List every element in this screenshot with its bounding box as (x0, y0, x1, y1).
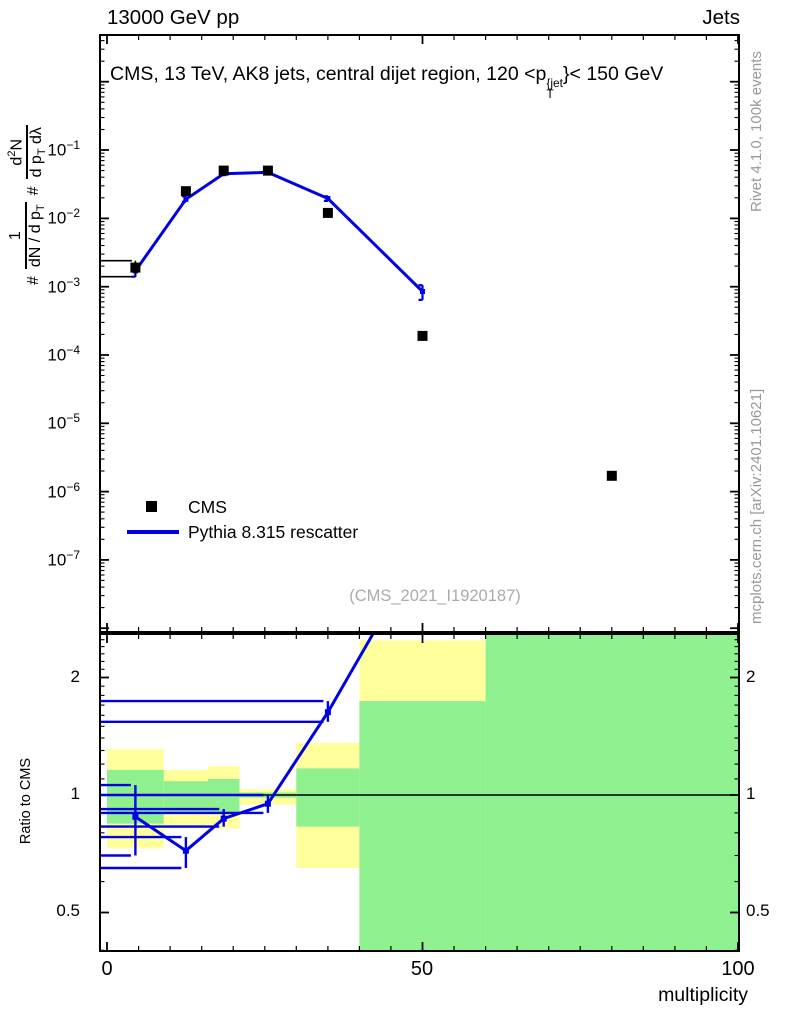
main-y-tick-label: 10−1 (47, 138, 80, 160)
analysis-type-label: Jets (702, 6, 740, 29)
plot-title-supsub: {jet T (546, 76, 563, 101)
x-tick-label: 100 (721, 958, 755, 980)
legend-entry-pythia: Pythia 8.315 rescatter (0, 522, 420, 544)
ratio-y-tick-label-left: 0.5 (56, 901, 80, 920)
main-y-tick-label: 10−2 (47, 206, 80, 228)
x-axis-label: multiplicity (658, 984, 748, 1006)
ratio-y-tick-label-right: 2 (746, 667, 756, 686)
ratio-panel-frame (99, 633, 740, 952)
plot-title-sup: {jet (546, 76, 563, 90)
ratio-y-tick-label-right: 0.5 (746, 901, 770, 920)
main-panel-frame (99, 34, 740, 633)
ylabel-hash-1: # (25, 276, 42, 285)
ylabel-fraction-2: d2N d pT dλ (5, 125, 49, 180)
plot-title-tail: }< 150 GeV (563, 63, 664, 85)
ratio-plot-canvas (99, 633, 740, 952)
ylabel-fraction-1: 1 dN / d pT (6, 202, 48, 270)
legend-entry-cms: CMS (0, 497, 420, 519)
main-y-tick-label: 10−7 (47, 548, 80, 570)
beam-energy-label: 13000 GeV pp (107, 6, 240, 29)
ratio-y-axis-label: Ratio to CMS (18, 757, 34, 845)
legend-label-cms: CMS (188, 497, 227, 517)
analysis-id-watermark: (CMS_2021_I1920187) (349, 587, 521, 605)
main-y-tick-label: 10−6 (47, 480, 80, 502)
main-y-tick-label: 10−5 (47, 411, 80, 433)
pythia-line-marker-icon (127, 530, 179, 534)
cms-square-marker-icon (146, 501, 157, 512)
ratio-y-tick-label-right: 1 (746, 784, 756, 803)
main-y-tick-label: 10−4 (47, 343, 80, 365)
ylabel-hash-2: # (25, 186, 42, 196)
plot-title-sub: T (546, 87, 554, 101)
ratio-y-tick-label-left: 2 (70, 667, 80, 686)
x-tick-label: 0 (101, 958, 113, 980)
legend-label-pythia: Pythia 8.315 rescatter (188, 522, 359, 542)
mcplots-arxiv-note: mcplots.cern.ch [arXiv:2401.10621] (748, 388, 765, 624)
rivet-version-note: Rivet 4.1.0, 100k events (748, 51, 765, 212)
main-y-tick-label: 10−3 (47, 275, 80, 297)
x-tick-label: 50 (410, 958, 434, 980)
ratio-y-tick-label-left: 1 (70, 784, 80, 803)
main-y-axis-label: # 1 dN / d pT # d2N d pT dλ (2, 29, 52, 287)
plot-title-text: CMS, 13 TeV, AK8 jets, central dijet reg… (110, 63, 547, 85)
plot-title: CMS, 13 TeV, AK8 jets, central dijet reg… (110, 63, 663, 100)
